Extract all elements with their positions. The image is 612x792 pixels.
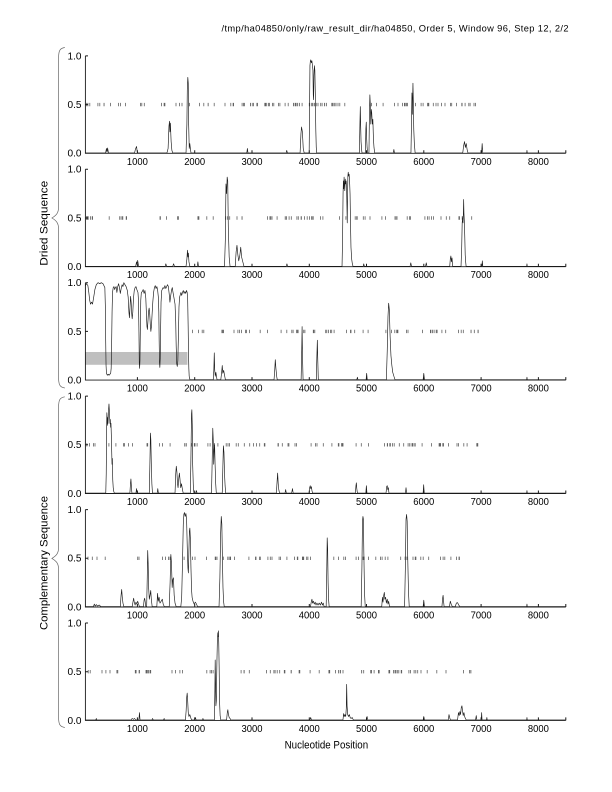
svg-text:5000: 5000 <box>356 611 377 622</box>
svg-text:2000: 2000 <box>184 384 205 395</box>
svg-text:0.5: 0.5 <box>68 667 82 678</box>
svg-text:6000: 6000 <box>413 270 434 281</box>
svg-text:5000: 5000 <box>356 157 377 168</box>
svg-text:4000: 4000 <box>299 270 320 281</box>
svg-text:4000: 4000 <box>299 611 320 622</box>
svg-text:0.0: 0.0 <box>68 716 82 727</box>
svg-text:7000: 7000 <box>471 384 492 395</box>
svg-text:3000: 3000 <box>242 270 263 281</box>
svg-text:5000: 5000 <box>356 384 377 395</box>
svg-text:4000: 4000 <box>299 724 320 735</box>
svg-text:1.0: 1.0 <box>68 618 82 629</box>
svg-text:3000: 3000 <box>242 724 263 735</box>
svg-text:1000: 1000 <box>127 157 148 168</box>
svg-text:0.5: 0.5 <box>68 554 82 565</box>
svg-text:0.5: 0.5 <box>68 440 82 451</box>
svg-text:3000: 3000 <box>242 497 263 508</box>
svg-text:0.0: 0.0 <box>68 489 82 500</box>
svg-text:3000: 3000 <box>242 384 263 395</box>
svg-text:8000: 8000 <box>528 497 549 508</box>
svg-text:Dried Sequence: Dried Sequence <box>39 181 51 266</box>
svg-text:8000: 8000 <box>528 384 549 395</box>
svg-text:2000: 2000 <box>184 157 205 168</box>
svg-text:4000: 4000 <box>299 157 320 168</box>
svg-text:1000: 1000 <box>127 611 148 622</box>
svg-text:8000: 8000 <box>528 724 549 735</box>
svg-text:8000: 8000 <box>528 270 549 281</box>
svg-text:0.0: 0.0 <box>68 149 82 160</box>
svg-text:2000: 2000 <box>184 611 205 622</box>
svg-text:6000: 6000 <box>413 611 434 622</box>
svg-text:8000: 8000 <box>528 157 549 168</box>
svg-text:0.0: 0.0 <box>68 262 82 273</box>
svg-text:1.0: 1.0 <box>68 278 82 289</box>
svg-text:/tmp/ha04850/only/raw_result_d: /tmp/ha04850/only/raw_result_dir/ha04850… <box>222 24 569 34</box>
svg-text:4000: 4000 <box>299 497 320 508</box>
svg-text:7000: 7000 <box>471 724 492 735</box>
svg-text:0.0: 0.0 <box>68 602 82 613</box>
svg-text:1000: 1000 <box>127 497 148 508</box>
svg-text:5000: 5000 <box>356 724 377 735</box>
svg-text:0.5: 0.5 <box>68 100 82 111</box>
svg-text:6000: 6000 <box>413 497 434 508</box>
svg-text:0.0: 0.0 <box>68 376 82 387</box>
svg-text:5000: 5000 <box>356 270 377 281</box>
svg-text:1.0: 1.0 <box>68 51 82 62</box>
svg-text:7000: 7000 <box>471 611 492 622</box>
svg-text:3000: 3000 <box>242 157 263 168</box>
svg-text:6000: 6000 <box>413 724 434 735</box>
svg-text:Complementary Sequence: Complementary Sequence <box>39 496 51 630</box>
svg-text:2000: 2000 <box>184 724 205 735</box>
svg-text:1000: 1000 <box>127 384 148 395</box>
svg-text:1000: 1000 <box>127 724 148 735</box>
svg-text:2000: 2000 <box>184 497 205 508</box>
svg-text:1.0: 1.0 <box>68 392 82 403</box>
svg-text:8000: 8000 <box>528 611 549 622</box>
svg-text:2000: 2000 <box>184 270 205 281</box>
svg-text:0.5: 0.5 <box>68 213 82 224</box>
svg-text:1000: 1000 <box>127 270 148 281</box>
svg-text:7000: 7000 <box>471 497 492 508</box>
svg-text:6000: 6000 <box>413 384 434 395</box>
svg-text:4000: 4000 <box>299 384 320 395</box>
svg-text:3000: 3000 <box>242 611 263 622</box>
svg-text:Nucleotide Position: Nucleotide Position <box>285 740 369 752</box>
svg-text:0.5: 0.5 <box>68 327 82 338</box>
svg-text:1.0: 1.0 <box>68 505 82 516</box>
svg-text:6000: 6000 <box>413 157 434 168</box>
svg-text:5000: 5000 <box>356 497 377 508</box>
svg-text:1.0: 1.0 <box>68 165 82 176</box>
svg-text:7000: 7000 <box>471 157 492 168</box>
svg-text:7000: 7000 <box>471 270 492 281</box>
